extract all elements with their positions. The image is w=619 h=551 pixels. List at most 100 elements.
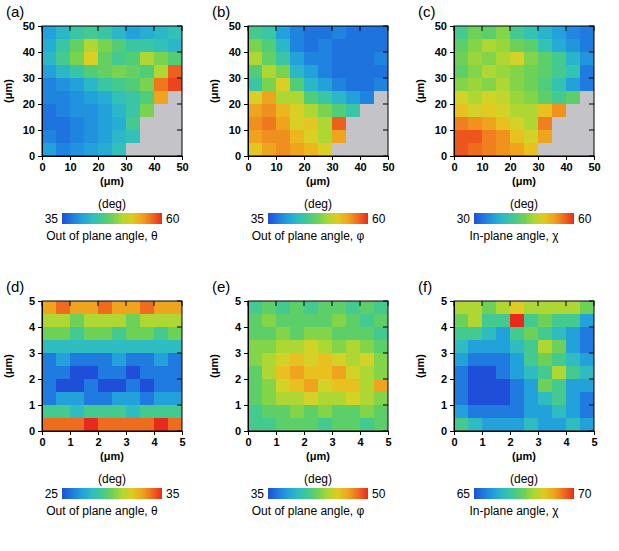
cell — [524, 39, 539, 53]
cell — [374, 418, 388, 431]
cell — [332, 405, 347, 419]
tick: 20 — [504, 156, 516, 173]
cell — [98, 418, 113, 431]
cell — [140, 366, 155, 380]
tick: 40 — [560, 156, 572, 173]
cell — [168, 65, 182, 79]
cell — [580, 405, 594, 419]
cell — [360, 39, 375, 53]
tick: 10 — [229, 124, 248, 136]
cell — [454, 117, 469, 131]
colorbar-title: Out of plane angle, φ — [252, 504, 365, 518]
cell — [566, 418, 581, 431]
cell — [304, 104, 319, 118]
cell — [496, 379, 511, 393]
tick-label: 0 — [39, 436, 45, 448]
cell — [42, 353, 57, 367]
cell — [482, 143, 497, 156]
cell — [346, 405, 361, 419]
empty-cell — [360, 104, 375, 118]
tick-mark — [383, 327, 388, 328]
colorbar — [474, 488, 574, 499]
panel: 012345012345(d)(μm)(μm)(deg)2535Out of p… — [2, 278, 186, 518]
cell — [374, 392, 388, 406]
tick-mark — [566, 301, 567, 306]
cell — [126, 65, 141, 79]
tick-mark — [482, 156, 483, 160]
x-axis-title: (μm) — [306, 450, 330, 462]
tick-label: 50 — [382, 161, 394, 173]
cell — [580, 340, 594, 354]
cell — [580, 314, 594, 328]
colorbar-tick-label: 50 — [372, 487, 386, 501]
tick-mark — [589, 52, 594, 53]
cell — [374, 314, 388, 328]
cell — [580, 78, 594, 92]
x-axis: 012345 — [39, 431, 185, 448]
empty-cell — [346, 117, 361, 131]
cell — [454, 327, 469, 341]
empty-cell — [552, 130, 567, 144]
cell — [332, 52, 347, 66]
cell — [482, 104, 497, 118]
tick-label: 4 — [151, 436, 158, 448]
cell — [276, 117, 291, 131]
tick-mark — [360, 431, 361, 435]
cell — [42, 418, 57, 431]
cell — [538, 366, 553, 380]
cell — [84, 117, 99, 131]
tick-mark — [38, 130, 42, 131]
cell — [552, 340, 567, 354]
tick-label: 20 — [298, 161, 310, 173]
cell — [70, 52, 85, 66]
cell — [276, 65, 291, 79]
cell — [538, 65, 553, 79]
tick-mark — [304, 301, 305, 306]
x-axis: 01020304050 — [39, 156, 188, 173]
cell — [454, 143, 469, 156]
cell — [154, 65, 169, 79]
cell — [552, 52, 567, 66]
cell — [154, 418, 169, 431]
cell — [140, 52, 155, 66]
cell — [276, 78, 291, 92]
figure: 0102030405001020304050(a)(μm)(μm)(deg)35… — [0, 0, 619, 551]
colorbar-title: Out of plane angle, θ — [46, 504, 158, 518]
cell — [290, 327, 305, 341]
axis-line — [450, 27, 455, 157]
cell — [332, 314, 347, 328]
cell — [154, 91, 169, 105]
cell — [42, 143, 57, 156]
tick-mark — [332, 301, 333, 306]
tick: 0 — [441, 425, 454, 437]
tick-mark — [182, 301, 183, 306]
tick-label: 4 — [235, 321, 242, 333]
tick-label: 40 — [148, 161, 160, 173]
cell — [332, 340, 347, 354]
cell — [332, 117, 347, 131]
cell — [262, 314, 277, 328]
cell — [112, 65, 127, 79]
cell — [248, 327, 263, 341]
cell — [318, 340, 333, 354]
cell — [140, 39, 155, 53]
cell — [468, 314, 483, 328]
cell — [42, 26, 57, 40]
cell — [70, 39, 85, 53]
cell — [496, 327, 511, 341]
cell — [454, 366, 469, 380]
tick-mark — [244, 379, 248, 380]
colorbar-title: Out of plane angle, φ — [252, 229, 365, 243]
cell — [126, 418, 141, 431]
cell — [318, 379, 333, 393]
cell — [332, 39, 347, 53]
cell — [42, 117, 57, 131]
tick-label: 5 — [29, 295, 35, 307]
cell — [346, 392, 361, 406]
cell — [84, 39, 99, 53]
cell — [318, 327, 333, 341]
cell — [98, 130, 113, 144]
x-axis-title: (μm) — [100, 450, 124, 462]
cell — [56, 379, 71, 393]
tick-mark — [38, 301, 42, 302]
